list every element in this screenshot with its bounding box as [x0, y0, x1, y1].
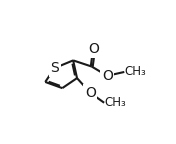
Text: O: O: [102, 69, 113, 83]
Text: CH₃: CH₃: [124, 66, 146, 78]
Text: O: O: [89, 42, 99, 56]
Text: CH₃: CH₃: [104, 96, 126, 109]
Text: O: O: [85, 86, 96, 100]
Text: S: S: [50, 61, 59, 75]
